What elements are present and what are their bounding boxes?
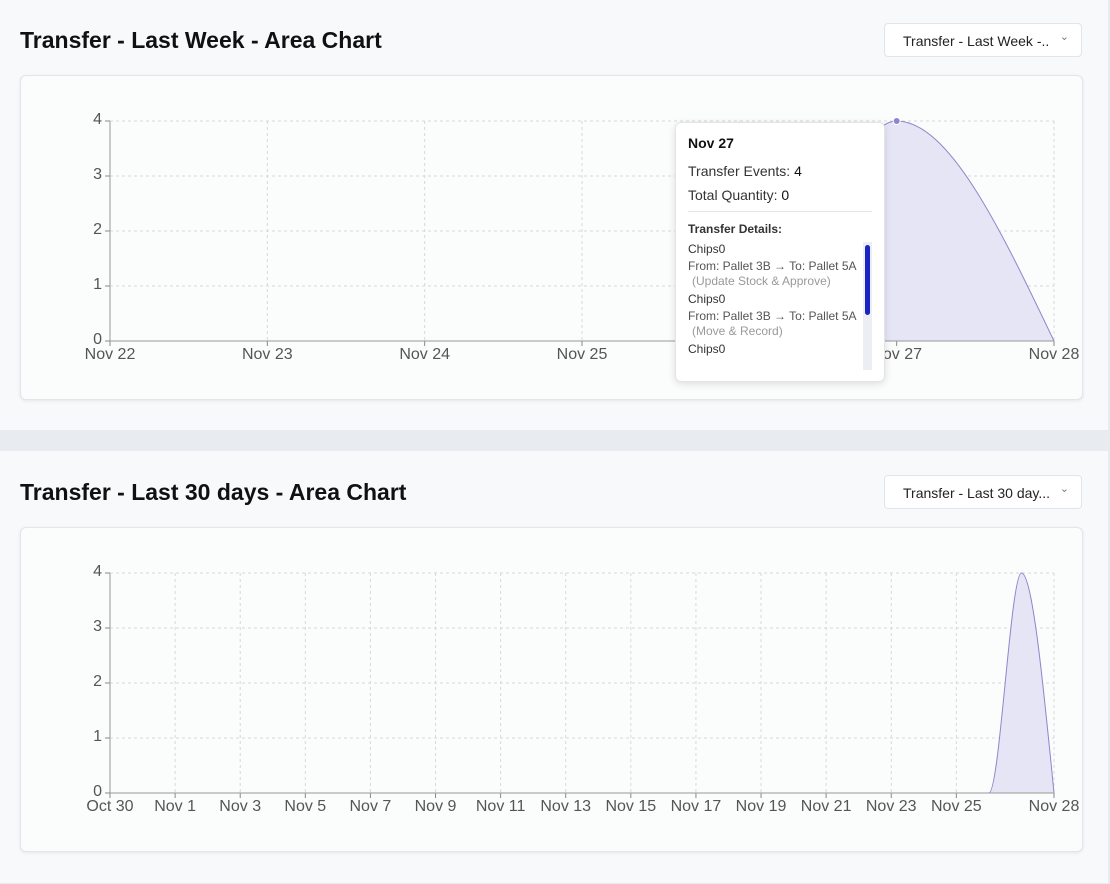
y-tick-label: 2 [93, 221, 102, 238]
y-tick-label: 2 [93, 673, 102, 690]
x-tick-label: Nov 25 [557, 346, 608, 363]
tooltip-value: 0 [781, 187, 790, 203]
tooltip-label: Total Quantity: [688, 187, 778, 203]
item-note: (Update Stock & Approve) [692, 274, 831, 288]
tooltip-details: Chips0 From: Pallet 3B → To: Pallet 5A (Up… [688, 242, 872, 370]
item-name: Chips0 [688, 242, 726, 256]
y-tick-label: 1 [93, 276, 102, 293]
x-tick-label: Nov 23 [866, 798, 917, 815]
tooltip-row: Total Quantity: 0 [688, 187, 872, 203]
item-name: Chips0 [688, 292, 726, 306]
chart-title: Transfer - Last Week - Area Chart [20, 27, 382, 53]
item-route: From: Pallet 3B → To: Pallet 5A [688, 309, 857, 323]
active-dot [892, 117, 901, 125]
dropdown[interactable]: Transfer - Last 30 day... [884, 472, 1082, 509]
tooltip-label: Transfer Events: [688, 163, 791, 179]
x-tick-label: Oct 30 [86, 798, 133, 815]
x-tick-label: Nov 3 [219, 798, 261, 815]
y-tick-label: 0 [93, 783, 102, 800]
dropdown[interactable]: Transfer - Last Week -.. [884, 20, 1082, 57]
y-tick-label: 0 [93, 331, 102, 348]
x-tick-label: Nov 28 [1029, 798, 1080, 815]
x-tick-label: Nov 24 [399, 346, 450, 363]
y-tick-label: 4 [93, 563, 102, 580]
y-tick-label: 4 [93, 111, 102, 128]
y-tick-label: 1 [93, 728, 102, 745]
x-tick-label: Nov 22 [85, 346, 136, 363]
area-line [110, 572, 1055, 794]
x-tick-label: Nov 1 [154, 798, 196, 815]
area [110, 573, 1054, 793]
y-tick-label: 3 [93, 618, 102, 635]
scrollbar[interactable] [863, 242, 872, 370]
item-name: Chips0 [688, 342, 726, 356]
x-tick-label: Nov 17 [671, 798, 722, 815]
x-tick-label: Nov 21 [801, 798, 852, 815]
panel: Transfer - Last 30 days - Area Chart Tra… [0, 451, 1108, 883]
tooltip: Nov 27 Transfer Events: 4 Total Quantity… [675, 122, 885, 382]
x-tick-label: Nov 11 [476, 798, 526, 815]
x-tick-label: Nov 7 [350, 798, 392, 815]
chart: 0 1 2 3 4 Oct 30 Nov 1 Nov 3 Nov 5 Nov 7 Nov 9 Nov … [86, 563, 1080, 815]
x-tick-label: Nov 23 [242, 346, 293, 363]
tooltip-value: 4 [794, 163, 802, 179]
item-note: (Move & Record) [692, 324, 783, 338]
tooltip-details-title: Transfer Details: [688, 222, 783, 236]
x-tick-label: Nov 28 [1029, 346, 1080, 363]
x-tick-label: Nov 9 [415, 798, 457, 815]
panel: Transfer - Last Week - Area Chart Transf… [0, 0, 1108, 430]
tooltip-date: Nov 27 [688, 135, 734, 151]
x-tick-label: Nov 15 [605, 798, 656, 815]
chart-title: Transfer - Last 30 days - Area Chart [20, 479, 407, 505]
x-tick-label: Nov 5 [284, 798, 326, 815]
y-tick-label: 3 [93, 166, 102, 183]
x-tick-label: Nov 19 [736, 798, 787, 815]
x-tick-label: Nov 25 [931, 798, 982, 815]
tooltip-row: Transfer Events: 4 [688, 163, 872, 179]
chart-card: 0 1 2 3 4 Oct 30 Nov 1 Nov 3 Nov 5 Nov 7 Nov 9 Nov … [20, 527, 1083, 852]
x-tick-label: Nov 13 [540, 798, 591, 815]
item-route: From: Pallet 3B → To: Pallet 5A [688, 259, 857, 273]
